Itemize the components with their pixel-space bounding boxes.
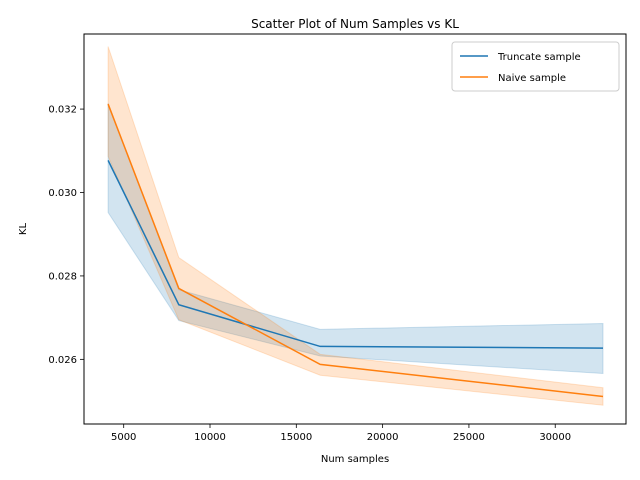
band-truncate-sample: [107, 103, 604, 375]
legend-label-truncate: Truncate sample: [497, 52, 581, 63]
x-tick-label: 10000: [194, 432, 226, 443]
x-axis-label: Num samples: [321, 454, 389, 465]
x-tick-label: 20000: [367, 432, 399, 443]
y-axis-label: KL: [18, 223, 29, 236]
x-tick-label: 5000: [111, 432, 136, 443]
y-tick-label: 0.032: [48, 105, 77, 116]
x-tick-label: 25000: [453, 432, 485, 443]
legend: Truncate sample Naive sample: [451, 41, 620, 92]
y-tick-label: 0.030: [48, 188, 77, 199]
legend-label-naive: Naive sample: [498, 73, 566, 84]
legend-box: [451, 41, 620, 92]
band-naive-sample: [107, 46, 604, 406]
plot-area-frame: [83, 33, 627, 425]
y-tick-label: 0.028: [48, 271, 77, 282]
x-axis-ticks: 5000 10000 15000 20000 25000 30000: [111, 424, 571, 443]
line-naive-sample: [107, 103, 604, 398]
series-lines: [107, 103, 604, 398]
x-tick-label: 15000: [280, 432, 312, 443]
x-tick-label: 30000: [539, 432, 571, 443]
y-tick-label: 0.026: [48, 355, 77, 366]
y-axis-ticks: 0.026 0.028 0.030 0.032: [48, 105, 84, 366]
confidence-bands: [107, 46, 604, 406]
chart-title: Scatter Plot of Num Samples vs KL: [251, 17, 459, 31]
